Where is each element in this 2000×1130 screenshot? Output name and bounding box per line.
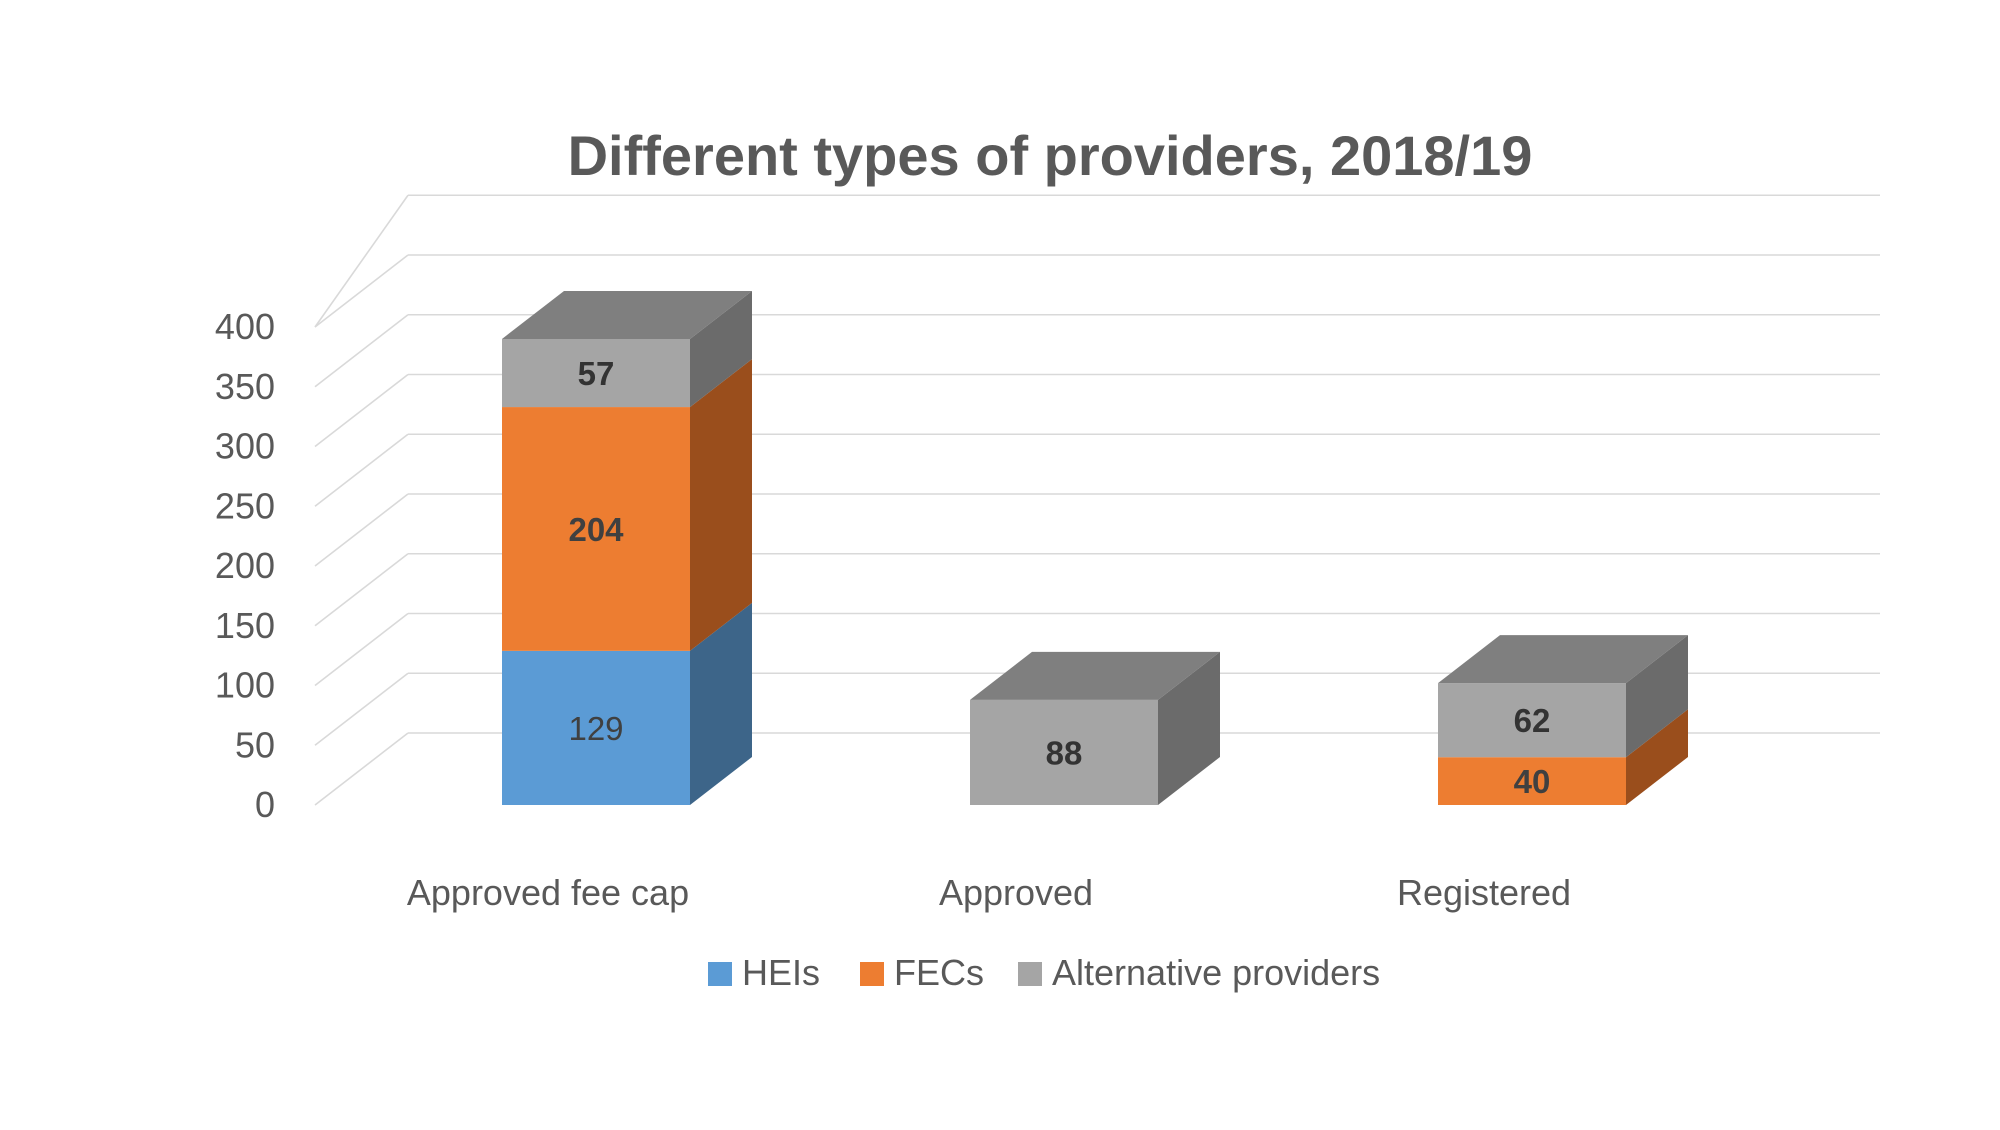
y-tick-label: 400 [215, 306, 275, 347]
legend-label: HEIs [742, 952, 820, 993]
x-tick-label: Approved fee cap [407, 872, 689, 913]
legend-label: FECs [894, 952, 984, 993]
data-label: 40 [1514, 763, 1551, 800]
chart-container: Different types of providers, 2018/19 0 5… [0, 0, 2000, 1125]
data-label: 129 [568, 710, 623, 747]
y-tick-label: 350 [215, 366, 275, 407]
y-tick-label: 200 [215, 545, 275, 586]
gridline-diagonal [315, 673, 408, 745]
y-tick-label: 0 [255, 784, 275, 825]
legend-swatch [860, 962, 884, 986]
x-tick-label: Approved [939, 872, 1093, 913]
y-tick-label: 50 [235, 724, 275, 765]
data-label: 62 [1514, 702, 1551, 739]
legend: HEIs FECs Alternative providers [708, 952, 1380, 993]
chart-svg: Different types of providers, 2018/19 0 5… [0, 0, 2000, 1125]
gridline-diagonal [315, 255, 408, 327]
gridline-diagonal [315, 554, 408, 626]
y-tick-label: 100 [215, 665, 275, 706]
x-axis-labels: Approved fee cap Approved Registered [407, 872, 1571, 913]
data-label: 204 [568, 511, 624, 548]
x-tick-label: Registered [1397, 872, 1571, 913]
bar-segment-side [690, 359, 752, 651]
y-tick-label: 250 [215, 485, 275, 526]
chart-title: Different types of providers, 2018/19 [568, 124, 1533, 187]
bars: 129 204 57 88 40 62 [502, 291, 1688, 805]
gridline-diagonal [315, 614, 408, 686]
gridline-diagonal [315, 733, 408, 805]
gridline-diagonal [315, 434, 408, 506]
data-label: 88 [1046, 734, 1083, 771]
gridline-diagonal [315, 315, 408, 387]
gridline-diagonal [315, 375, 408, 447]
y-axis-ticks: 0 50 100 150 200 250 300 350 400 [215, 306, 275, 825]
legend-swatch [708, 962, 732, 986]
legend-label: Alternative providers [1052, 952, 1380, 993]
y-tick-label: 300 [215, 426, 275, 467]
y-tick-label: 150 [215, 605, 275, 646]
gridline-diagonal [315, 494, 408, 566]
legend-swatch [1018, 962, 1042, 986]
data-label: 57 [578, 355, 615, 392]
gridline-diagonal [315, 195, 408, 327]
